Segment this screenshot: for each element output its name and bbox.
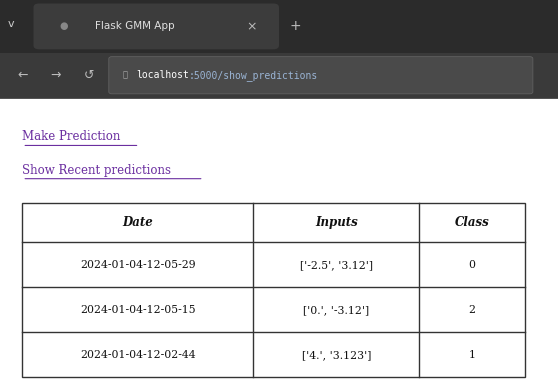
Text: 0: 0 [468,260,475,270]
FancyBboxPatch shape [33,4,279,49]
Text: Class: Class [454,216,489,230]
Text: 2024-01-04-12-05-29: 2024-01-04-12-05-29 [80,260,196,270]
Text: Show Recent predictions: Show Recent predictions [22,163,171,177]
Text: ['-2.5', '3.12']: ['-2.5', '3.12'] [300,260,373,270]
Text: 2: 2 [468,305,475,315]
FancyBboxPatch shape [0,98,558,391]
Text: Inputs: Inputs [315,216,358,230]
Text: 2024-01-04-12-02-44: 2024-01-04-12-02-44 [80,350,196,360]
FancyBboxPatch shape [0,53,558,98]
FancyBboxPatch shape [109,57,533,94]
Text: →: → [51,69,61,82]
FancyBboxPatch shape [0,0,558,53]
Text: 2024-01-04-12-05-15: 2024-01-04-12-05-15 [80,305,196,315]
Text: ↺: ↺ [84,69,94,82]
Text: Date: Date [122,216,153,230]
Text: +: + [290,20,301,33]
Text: ←: ← [17,69,27,82]
Text: localhost: localhost [137,70,190,80]
Text: ['0.', '-3.12']: ['0.', '-3.12'] [303,305,369,315]
Text: Make Prediction: Make Prediction [22,130,121,143]
FancyBboxPatch shape [0,98,558,99]
Text: ●: ● [60,22,69,31]
Text: ['4.', '3.123']: ['4.', '3.123'] [301,350,371,360]
Text: ×: × [246,20,256,33]
Text: :5000/show_predictions: :5000/show_predictions [189,70,318,81]
Text: v: v [8,19,15,29]
Text: Flask GMM App: Flask GMM App [95,22,175,31]
Text: 1: 1 [468,350,475,360]
Text: ⓘ: ⓘ [123,71,128,80]
